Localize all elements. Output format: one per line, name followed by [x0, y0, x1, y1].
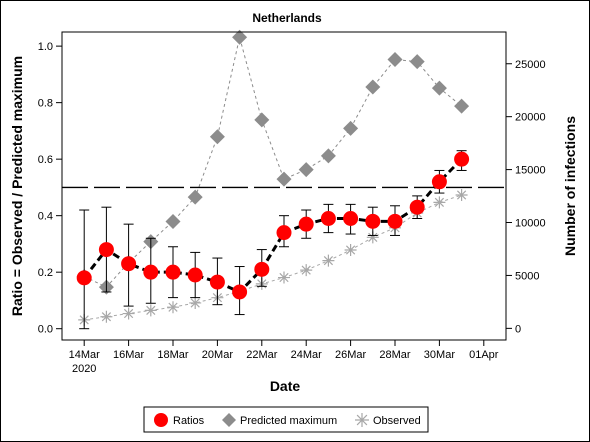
observed-point-17	[455, 188, 468, 201]
x-axis-title: Date	[270, 378, 301, 394]
y2-tick-label-2: 10000	[515, 218, 546, 230]
y-axis-title: Ratio = Observed / Predicted maximum	[9, 56, 25, 316]
x-tick-label-4: 22Mar	[246, 349, 278, 361]
legend: Ratios Predicted maximum Observed	[154, 413, 421, 427]
y-tick-label-4: 0.8	[38, 98, 53, 110]
ratio-marker-13	[365, 213, 381, 229]
observed-point-1	[100, 310, 113, 323]
observed-point-5	[189, 296, 202, 309]
predicted-marker-10	[298, 162, 314, 178]
x-tick-label-0: 14Mar	[69, 349, 101, 361]
chart-title: Netherlands	[252, 11, 322, 25]
ratio-marker-6	[209, 274, 225, 290]
ratio-marker-11	[320, 210, 336, 226]
observed-point-9	[278, 271, 290, 284]
x-tick-label-1: 16Mar	[113, 349, 145, 361]
x-tick-label-2: 18Mar	[157, 349, 189, 361]
ratio-marker-5	[187, 267, 203, 283]
predicted-marker-8	[254, 112, 270, 128]
y-tick-label-3: 0.6	[38, 154, 53, 166]
y2-tick-label-1: 5000	[515, 270, 539, 282]
observed-point-16	[433, 196, 446, 209]
plot-layer	[62, 29, 506, 330]
observed-point-4	[167, 301, 179, 314]
ratio-marker-3	[143, 264, 159, 280]
y2-tick-label-5: 25000	[515, 59, 546, 71]
x-tick-label-6: 26Mar	[335, 349, 367, 361]
predicted-marker-12	[343, 120, 359, 136]
y2-axis-title: Number of infections	[562, 116, 578, 256]
predicted-marker-4	[165, 213, 181, 229]
predicted-marker-17	[454, 98, 470, 114]
ratio-marker-7	[232, 284, 248, 300]
x-tick-label-7: 28Mar	[379, 349, 411, 361]
y2-tick-label-3: 15000	[515, 165, 546, 177]
x-tick-label-9: 01Apr	[469, 349, 499, 361]
y-tick-label-1: 0.2	[38, 267, 53, 279]
y2-tick-label-4: 20000	[515, 112, 546, 124]
predicted-marker-6	[209, 129, 225, 145]
observed-point-10	[300, 264, 313, 277]
y-tick-label-5: 1.0	[38, 41, 53, 53]
y-tick-label-0: 0.0	[38, 324, 53, 336]
observed-point-11	[322, 254, 335, 267]
observed-marker-11	[322, 254, 335, 267]
legend-observed-marker	[355, 413, 369, 427]
predicted-marker-16	[431, 80, 447, 96]
predicted-marker-5	[187, 189, 203, 205]
observed-marker-1	[100, 310, 113, 323]
observed-marker-17	[455, 188, 468, 201]
observed-marker-9	[278, 271, 290, 284]
observed-marker-16	[433, 196, 446, 209]
ratio-marker-4	[165, 264, 181, 280]
ratio-marker-8	[254, 261, 270, 277]
legend-predicted-label: Predicted maximum	[240, 415, 337, 427]
x-tick-label-5: 24Mar	[291, 349, 323, 361]
predicted-marker-14	[387, 52, 403, 68]
predicted-marker-15	[409, 54, 425, 70]
x-year-label: 2020	[72, 363, 96, 375]
legend-observed-label: Observed	[373, 415, 421, 427]
ratio-marker-0	[76, 270, 92, 286]
observed-marker-12	[344, 244, 357, 257]
ratio-marker-2	[121, 256, 137, 272]
ratio-errorbar-0	[79, 209, 90, 330]
ratio-marker-16	[431, 174, 447, 190]
observed-point-3	[144, 304, 157, 317]
y-tick-label-2: 0.4	[38, 211, 53, 223]
ratio-marker-10	[298, 216, 314, 232]
ratio-marker-1	[98, 242, 114, 258]
x-tick-label-3: 20Mar	[202, 349, 234, 361]
axes-layer: 0.0 0.2 0.4 0.6 0.8 1.0 0 5000 10000 15000 20000 25…	[38, 41, 546, 375]
ratio-marker-15	[409, 199, 425, 215]
observed-marker-3	[144, 304, 157, 317]
predicted-marker-7	[232, 29, 248, 45]
observed-marker-4	[167, 301, 179, 314]
ratio-marker-17	[454, 151, 470, 167]
observed-point-12	[344, 244, 357, 257]
ratio-marker-12	[343, 210, 359, 226]
predicted-marker-9	[276, 171, 292, 187]
observed-marker-10	[300, 264, 313, 277]
plot-frame	[61, 31, 507, 341]
x-tick-label-8: 30Mar	[424, 349, 456, 361]
ratio-marker-14	[387, 213, 403, 229]
observed-point-2	[122, 307, 135, 320]
ratio-marker-9	[276, 225, 292, 241]
legend-box	[143, 406, 429, 433]
observed-marker-5	[189, 296, 202, 309]
predicted-marker-11	[320, 148, 336, 164]
y2-tick-label-0: 0	[515, 323, 521, 335]
legend-ratios-label: Ratios	[173, 415, 205, 427]
predicted-marker-13	[365, 79, 381, 95]
observed-marker-2	[122, 307, 135, 320]
observed-marker-13	[366, 231, 379, 244]
legend-predicted-marker	[222, 413, 236, 427]
observed-point-13	[366, 231, 379, 244]
legend-ratios-marker	[154, 413, 168, 427]
